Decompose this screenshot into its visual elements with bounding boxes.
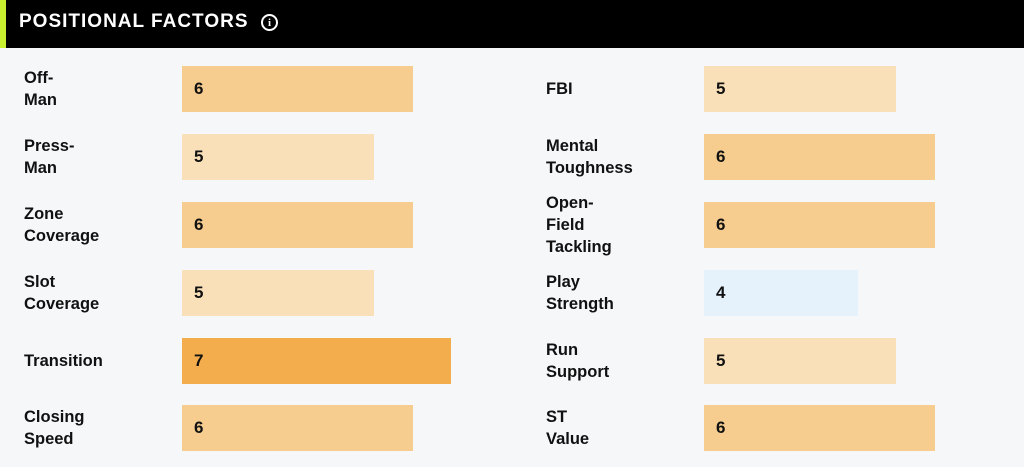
factor-score-bar: 6 xyxy=(182,405,413,451)
factor-score-bar: 7 xyxy=(182,338,451,384)
factor-label: Play Strength xyxy=(546,273,614,313)
factor-label: Off-Man xyxy=(24,69,57,109)
panel-header: POSITIONAL FACTORS i xyxy=(0,0,1024,48)
factor-label: ST Value xyxy=(546,408,590,448)
factor-label: Mental Toughness xyxy=(546,137,633,177)
factor-label: Slot Coverage xyxy=(24,273,100,313)
factor-score-bar: 6 xyxy=(182,66,413,112)
factor-label: Press-Man xyxy=(24,137,75,177)
factor-score-bar: 6 xyxy=(704,405,935,451)
info-icon[interactable]: i xyxy=(261,14,278,31)
header-accent-stripe xyxy=(0,0,6,48)
factor-score-bar: 5 xyxy=(182,270,374,316)
factor-score-bar: 4 xyxy=(704,270,858,316)
factor-score-bar: 6 xyxy=(182,202,413,248)
factor-label: Run Support xyxy=(546,341,610,381)
panel-title: POSITIONAL FACTORS xyxy=(19,11,249,32)
factor-score-bar: 6 xyxy=(704,134,935,180)
factor-label: Open-Field Tackling xyxy=(546,194,612,256)
factor-score-bar: 5 xyxy=(704,338,896,384)
factor-label: Closing Speed xyxy=(24,408,85,448)
factor-score-bar: 5 xyxy=(182,134,374,180)
factor-label: Transition xyxy=(24,352,103,370)
factor-label: Zone Coverage xyxy=(24,205,100,245)
factor-score-bar: 5 xyxy=(704,66,896,112)
factor-label: FBI xyxy=(546,80,573,98)
factor-score-bar: 6 xyxy=(704,202,935,248)
